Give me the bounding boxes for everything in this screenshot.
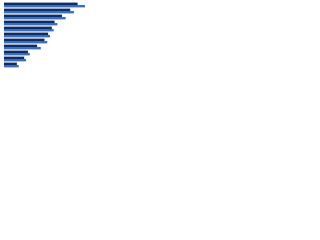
bar: [4, 2, 78, 5]
bar: [4, 5, 85, 8]
bar: [4, 62, 17, 65]
bar: [4, 17, 66, 20]
bar: [4, 59, 27, 62]
bar: [4, 38, 45, 41]
bar: [4, 65, 19, 68]
bar: [4, 14, 62, 17]
bar: [4, 32, 49, 35]
bar: [4, 29, 54, 32]
bar: [4, 35, 50, 38]
bar: [4, 50, 28, 53]
bar: [4, 11, 74, 14]
bar: [4, 8, 71, 11]
bar: [4, 26, 52, 29]
bar: [4, 41, 48, 44]
bar: [4, 56, 25, 59]
bar: [4, 20, 55, 23]
chart: [4, 2, 85, 68]
bar: [4, 23, 58, 26]
bar: [4, 53, 30, 56]
bar: [4, 44, 38, 47]
bar: [4, 47, 41, 50]
